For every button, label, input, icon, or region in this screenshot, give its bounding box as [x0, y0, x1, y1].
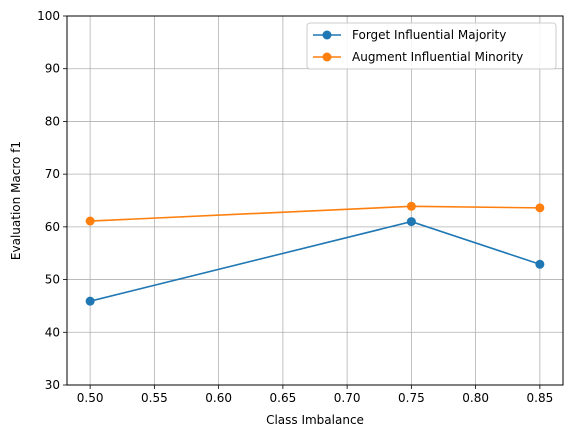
y-tick-label: 50 — [45, 273, 60, 287]
series-layer — [85, 201, 545, 306]
data-point — [85, 296, 95, 306]
data-point — [406, 201, 416, 211]
series-line-2 — [90, 205, 540, 222]
x-tick-label: 0.70 — [334, 391, 361, 405]
x-tick-label: 0.55 — [141, 391, 168, 405]
series-line-1 — [89, 220, 541, 302]
y-tick-label: 80 — [45, 114, 60, 128]
y-axis: 30 40 50 60 70 80 90 100 — [37, 9, 67, 392]
y-tick-label: 30 — [45, 378, 60, 392]
x-axis: 0.50 0.55 0.60 0.65 0.70 0.75 0.80 0.85 — [77, 385, 553, 405]
data-point — [535, 259, 545, 269]
plot-frame — [66, 15, 564, 386]
data-point — [535, 203, 545, 213]
x-tick-label: 0.65 — [270, 391, 297, 405]
y-axis-label: Evaluation Macro f1 — [9, 141, 23, 260]
y-tick-label: 60 — [45, 220, 60, 234]
data-point — [85, 216, 95, 226]
x-tick-label: 0.80 — [462, 391, 489, 405]
legend-label: Forget Influential Majority — [352, 28, 506, 42]
legend-swatch-marker — [322, 30, 332, 40]
data-point — [406, 217, 416, 227]
x-tick-label: 0.50 — [77, 391, 104, 405]
y-tick-label: 70 — [45, 167, 60, 181]
x-tick-label: 0.75 — [398, 391, 425, 405]
grid-lines — [67, 15, 563, 386]
y-tick-label: 100 — [37, 9, 60, 23]
y-tick-label: 40 — [45, 325, 60, 339]
x-tick-label: 0.60 — [205, 391, 232, 405]
legend-box — [306, 22, 557, 70]
x-axis-label: Class Imbalance — [266, 413, 364, 427]
legend: Forget Influential Majority Augment Influ… — [306, 22, 557, 70]
y-tick-label: 90 — [45, 62, 60, 76]
legend-label: Augment Influential Minority — [352, 50, 523, 64]
x-tick-label: 0.85 — [527, 391, 554, 405]
legend-swatch-marker — [322, 52, 332, 62]
